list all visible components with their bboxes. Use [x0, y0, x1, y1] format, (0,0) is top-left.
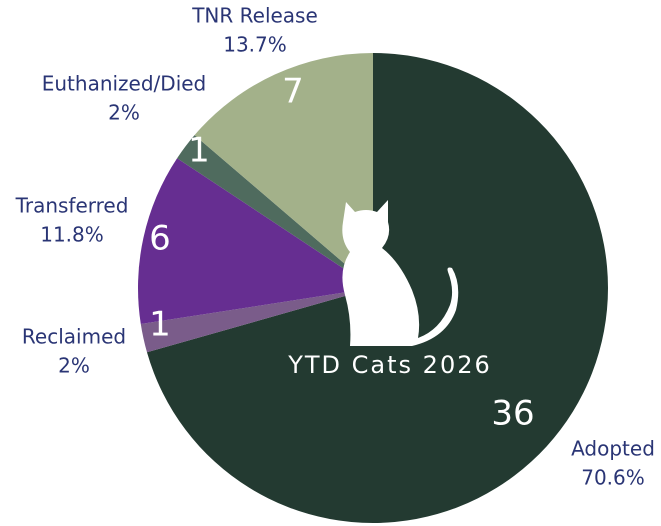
percent-label: 70.6% — [581, 466, 645, 490]
percent-label: 2% — [108, 101, 140, 125]
count-label: 36 — [491, 394, 534, 434]
center-label: YTD Cats 2026 — [287, 351, 492, 379]
pie-slice — [138, 158, 373, 325]
count-label: 6 — [149, 219, 171, 259]
cat-icon — [342, 200, 459, 346]
pie-slice — [194, 53, 373, 288]
count-label: 1 — [188, 131, 210, 171]
category-label: Reclaimed — [22, 325, 126, 349]
category-label: Adopted — [571, 437, 655, 461]
pie-slice — [140, 288, 373, 353]
count-label: 1 — [149, 305, 171, 345]
category-label: Transferred — [15, 194, 129, 218]
percent-label: 2% — [58, 354, 90, 378]
pie-slice — [177, 135, 373, 288]
count-label: 7 — [282, 72, 304, 112]
category-label: TNR Release — [191, 4, 318, 28]
percent-label: 13.7% — [223, 33, 287, 57]
category-label: Euthanized/Died — [42, 72, 207, 96]
percent-label: 11.8% — [40, 223, 104, 247]
